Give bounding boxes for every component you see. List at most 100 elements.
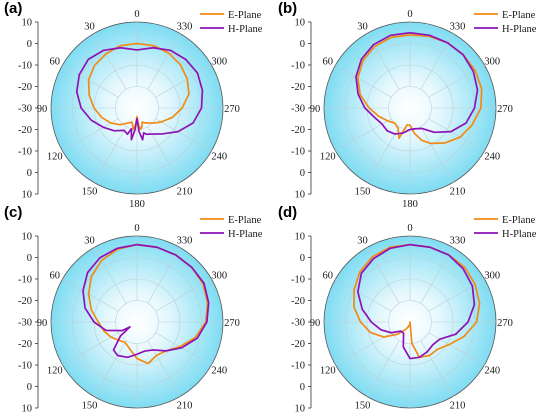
angle-tick-label: 240 bbox=[211, 152, 227, 163]
angle-tick-label: 150 bbox=[82, 400, 98, 411]
angle-tick-label: 120 bbox=[320, 366, 336, 377]
angle-tick-label: 30 bbox=[357, 236, 368, 247]
grid-spoke bbox=[420, 340, 454, 397]
angle-tick-label: 90 bbox=[310, 318, 321, 329]
radial-tick-label: -30 bbox=[291, 318, 305, 329]
polar-panel: 0306090120150180210240270300330100-10-20… bbox=[4, 204, 263, 412]
angle-tick-label: 90 bbox=[37, 104, 48, 115]
polar-panel: 0306090120150180210240270300330100-10-20… bbox=[4, 0, 263, 210]
radial-tick-label: 0 bbox=[27, 39, 32, 50]
angle-tick-label: 330 bbox=[450, 236, 466, 247]
angle-tick-label: 120 bbox=[320, 152, 336, 163]
radial-tick-label: 10 bbox=[22, 18, 33, 29]
radial-tick-label: 10 bbox=[22, 190, 33, 201]
radial-tick-label: -20 bbox=[291, 82, 305, 93]
series-curve-e-plane bbox=[357, 34, 483, 145]
grid-spoke bbox=[62, 278, 119, 312]
polar-panel: 0306090120150180210240270300330100-10-20… bbox=[278, 204, 537, 412]
grid-spoke bbox=[93, 247, 127, 304]
legend-label: E-Plane bbox=[228, 215, 262, 226]
grid-spoke bbox=[366, 126, 400, 183]
radial-tick-label: 0 bbox=[300, 39, 305, 50]
radial-tick-label: -20 bbox=[18, 125, 32, 136]
legend-label: H-Plane bbox=[228, 24, 263, 35]
angle-tick-label: 300 bbox=[484, 57, 500, 68]
series-curve-h-plane bbox=[75, 46, 204, 141]
grid-spoke bbox=[155, 332, 212, 366]
radial-tick-label: -30 bbox=[18, 104, 32, 115]
angle-tick-label: 30 bbox=[357, 22, 368, 33]
radial-tick-label: -10 bbox=[18, 61, 32, 72]
angle-tick-label: 0 bbox=[407, 9, 412, 20]
angle-tick-label: 270 bbox=[224, 318, 240, 329]
polar-panel: 0306090120150180210240270300330100-10-20… bbox=[278, 0, 537, 210]
grid-spoke bbox=[147, 247, 181, 304]
angle-tick-label: 0 bbox=[134, 223, 139, 234]
legend-label: E-Plane bbox=[502, 215, 536, 226]
grid-spoke bbox=[93, 33, 127, 90]
angle-tick-label: 180 bbox=[129, 199, 145, 210]
radial-tick-label: 10 bbox=[295, 18, 306, 29]
radial-tick-label: 0 bbox=[27, 382, 32, 393]
angle-tick-label: 150 bbox=[82, 186, 98, 197]
grid-spoke bbox=[428, 118, 485, 152]
angle-tick-label: 0 bbox=[407, 223, 412, 234]
radial-tick-label: -10 bbox=[291, 275, 305, 286]
grid-spoke bbox=[62, 118, 119, 152]
grid-spoke bbox=[93, 340, 127, 397]
angle-tick-label: 120 bbox=[47, 152, 63, 163]
radial-tick-label: 0 bbox=[27, 253, 32, 264]
grid-spoke bbox=[147, 126, 181, 183]
angle-tick-label: 60 bbox=[322, 271, 333, 282]
panel-label: (b) bbox=[278, 0, 297, 17]
panel-label: (c) bbox=[4, 204, 22, 221]
grid-spoke bbox=[93, 126, 127, 183]
series-curve-e-plane bbox=[353, 243, 481, 359]
radial-tick-label: 0 bbox=[27, 168, 32, 179]
radial-tick-label: -10 bbox=[18, 147, 32, 158]
legend-label: H-Plane bbox=[502, 24, 537, 35]
radial-tick-label: 10 bbox=[22, 404, 33, 412]
grid-spoke bbox=[155, 118, 212, 152]
angle-tick-label: 270 bbox=[224, 104, 240, 115]
angle-tick-label: 210 bbox=[450, 400, 466, 411]
angle-tick-label: 90 bbox=[37, 318, 48, 329]
radial-tick-label: -10 bbox=[291, 361, 305, 372]
grid-spoke bbox=[155, 278, 212, 312]
series-curve-h-plane bbox=[355, 31, 479, 135]
radial-tick-label: 10 bbox=[22, 232, 33, 243]
panel-label: (d) bbox=[278, 204, 297, 221]
radial-tick-label: -10 bbox=[291, 61, 305, 72]
grid-spoke bbox=[420, 247, 454, 304]
legend-label: H-Plane bbox=[228, 229, 263, 240]
radial-tick-label: -10 bbox=[291, 147, 305, 158]
angle-tick-label: 60 bbox=[49, 57, 60, 68]
radial-tick-label: 10 bbox=[295, 190, 306, 201]
radial-tick-label: 0 bbox=[300, 382, 305, 393]
angle-tick-label: 150 bbox=[355, 400, 371, 411]
grid-spoke bbox=[420, 126, 454, 183]
angle-tick-label: 240 bbox=[484, 152, 500, 163]
radial-tick-label: -30 bbox=[291, 104, 305, 115]
legend-label: H-Plane bbox=[502, 229, 537, 240]
angle-tick-label: 210 bbox=[177, 186, 193, 197]
grid-spoke bbox=[335, 64, 392, 98]
angle-tick-label: 300 bbox=[484, 271, 500, 282]
radial-tick-label: -10 bbox=[18, 275, 32, 286]
radial-tick-label: -20 bbox=[18, 296, 32, 307]
angle-tick-label: 210 bbox=[450, 186, 466, 197]
angle-tick-label: 60 bbox=[49, 271, 60, 282]
angle-tick-label: 0 bbox=[134, 9, 139, 20]
angle-tick-label: 330 bbox=[177, 236, 193, 247]
radial-tick-label: 10 bbox=[295, 232, 306, 243]
angle-tick-label: 300 bbox=[211, 271, 227, 282]
angle-tick-label: 300 bbox=[211, 57, 227, 68]
radial-tick-label: -20 bbox=[291, 296, 305, 307]
panel-label: (a) bbox=[4, 0, 22, 17]
series-curve-e-plane bbox=[87, 42, 190, 131]
angle-tick-label: 60 bbox=[322, 57, 333, 68]
radial-tick-label: -10 bbox=[18, 361, 32, 372]
angle-tick-label: 180 bbox=[402, 199, 418, 210]
grid-spoke bbox=[147, 33, 181, 90]
grid-spoke bbox=[335, 332, 392, 366]
